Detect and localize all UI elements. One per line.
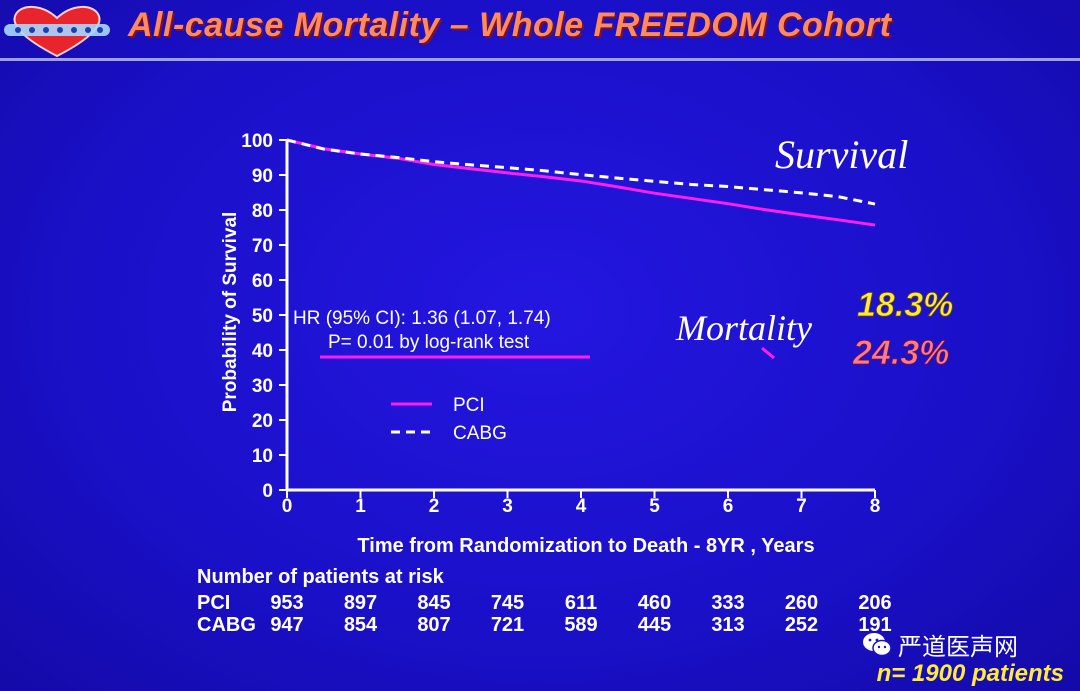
wechat-icon [863, 632, 892, 656]
y-tick-label: 30 [252, 376, 273, 397]
at-risk-value: 745 [490, 592, 525, 614]
legend-cabg-label: CABG [453, 423, 507, 444]
x-tick-label: 2 [429, 496, 440, 517]
at-risk-label: PCI [197, 592, 231, 614]
slide-title: All-cause Mortality – Whole FREEDOM Coho… [128, 6, 892, 44]
pci-mortality-value: 24.3% [852, 334, 949, 372]
x-tick-label: 7 [796, 496, 807, 517]
x-tick-label: 6 [723, 496, 734, 517]
y-tick-label: 70 [252, 236, 273, 257]
at-risk-value: 333 [711, 592, 745, 614]
at-risk-value: 313 [711, 614, 745, 636]
x-tick-label: 8 [870, 496, 881, 517]
p-value-annotation: P= 0.01 by log-rank test [328, 332, 530, 353]
y-tick-label: 90 [252, 166, 273, 187]
at-risk-value: 845 [417, 592, 451, 614]
at-risk-value: 947 [270, 614, 304, 636]
x-tick-label: 1 [355, 496, 366, 517]
at-risk-value: 589 [564, 614, 598, 636]
x-axis-label: Time from Randomization to Death - 8YR ,… [357, 535, 814, 557]
survival-annotation: Survival [775, 132, 908, 177]
at-risk-value: 252 [784, 614, 819, 636]
x-tick-label: 3 [502, 496, 513, 517]
x-tick-label: 4 [576, 496, 587, 517]
y-tick-label: 10 [252, 446, 273, 467]
title-divider [0, 58, 1080, 61]
y-tick-label: 80 [252, 201, 273, 222]
at-risk-value: 445 [637, 614, 672, 636]
legend-pci-label: PCI [453, 395, 485, 416]
at-risk-value: 260 [784, 592, 819, 614]
x-tick-label: 5 [649, 496, 660, 517]
y-tick-label: 50 [252, 306, 273, 327]
at-risk-value: 721 [490, 614, 525, 636]
at-risk-label: CABG [197, 614, 256, 636]
at-risk-value: 953 [270, 592, 304, 614]
y-tick-label: 40 [252, 341, 273, 362]
y-axis-label: Probability of Survival [220, 212, 241, 413]
y-tick-label: 100 [241, 131, 273, 152]
at-risk-value: 191 [858, 614, 892, 636]
at-risk-value: 854 [343, 614, 378, 636]
at-risk-value: 460 [637, 592, 672, 614]
at-risk-value: 807 [417, 614, 451, 636]
y-tick-label: 0 [262, 481, 273, 502]
x-tick-label: 0 [282, 496, 293, 517]
at-risk-row-pci: PCI 953 897 845 745 611 460 333 260 206 [197, 592, 917, 614]
y-tick-label: 20 [252, 411, 273, 432]
series-line-pci [286, 138, 876, 227]
at-risk-value: 206 [858, 592, 892, 614]
at-risk-value: 611 [564, 592, 598, 614]
mortality-pointer-mark [761, 346, 775, 360]
at-risk-row-cabg: CABG 947 854 807 721 589 445 313 252 191 [197, 614, 917, 636]
patient-count: n= 1900 patients [876, 660, 1064, 687]
at-risk-value: 897 [343, 592, 378, 614]
mortality-annotation: Mortality [675, 308, 812, 348]
hr-annotation: HR (95% CI): 1.36 (1.07, 1.74) [293, 308, 551, 329]
cabg-mortality-value: 18.3% [857, 286, 953, 324]
watermark: 严道医声网 [862, 627, 1018, 662]
at-risk-title: Number of patients at risk [197, 566, 444, 588]
watermark-text: 严道医声网 [898, 634, 1018, 661]
heart-logo-icon [4, 6, 110, 58]
y-tick-label: 60 [252, 271, 273, 292]
